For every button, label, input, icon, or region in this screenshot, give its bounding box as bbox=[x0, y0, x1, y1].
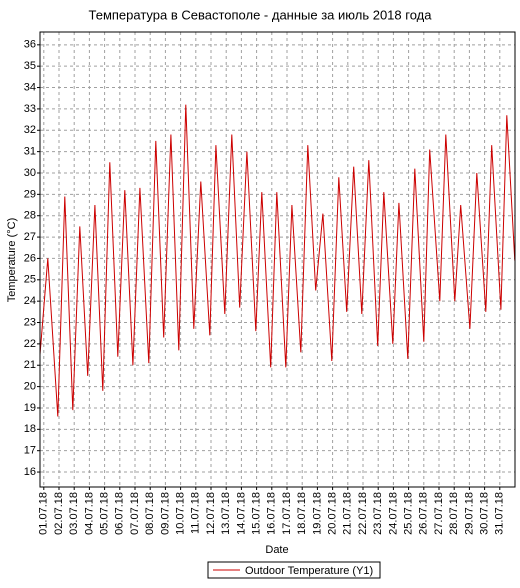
x-tick-label: 12.07.18 bbox=[205, 492, 217, 535]
x-tick-label: 14.07.18 bbox=[235, 492, 247, 535]
x-tick-label: 13.07.18 bbox=[220, 492, 232, 535]
x-tick-label: 07.07.18 bbox=[129, 492, 141, 535]
y-tick-label: 19 bbox=[24, 402, 36, 414]
plot-area bbox=[39, 31, 516, 488]
x-tick-label: 16.07.18 bbox=[266, 492, 278, 535]
y-tick-label: 36 bbox=[24, 39, 36, 51]
x-tick-label: 18.07.18 bbox=[296, 492, 308, 535]
legend-label: Outdoor Temperature (Y1) bbox=[245, 565, 373, 577]
x-tick-label: 23.07.18 bbox=[372, 492, 384, 535]
x-tick-label: 02.07.18 bbox=[53, 492, 65, 535]
legend-box bbox=[207, 561, 381, 579]
x-tick-label: 20.07.18 bbox=[327, 492, 339, 535]
plot-frame bbox=[39, 31, 516, 488]
x-tick-label: 31.07.18 bbox=[494, 492, 506, 535]
y-tick-label: 33 bbox=[24, 103, 36, 115]
y-tick-label: 27 bbox=[24, 231, 36, 243]
x-tick-label: 28.07.18 bbox=[448, 492, 460, 535]
y-tick-label: 29 bbox=[24, 188, 36, 200]
data-line bbox=[39, 104, 516, 417]
y-tick-label: 16 bbox=[24, 466, 36, 478]
x-tick-label: 06.07.18 bbox=[114, 492, 126, 535]
x-tick-label: 26.07.18 bbox=[418, 492, 430, 535]
y-tick-label: 31 bbox=[24, 146, 36, 158]
y-axis-label: Temperature (°C) bbox=[6, 218, 18, 302]
y-tick-label: 28 bbox=[24, 210, 36, 222]
y-tick-label: 18 bbox=[24, 423, 36, 435]
y-tick-label: 17 bbox=[24, 445, 36, 457]
x-tick-label: 11.07.18 bbox=[190, 492, 202, 534]
y-tick-label: 24 bbox=[24, 295, 36, 307]
x-tick-label: 05.07.18 bbox=[99, 492, 111, 535]
y-tick-label: 35 bbox=[24, 60, 36, 72]
y-tick-label: 23 bbox=[24, 316, 36, 328]
x-tick-label: 21.07.18 bbox=[342, 492, 354, 535]
x-tick-label: 29.07.18 bbox=[463, 492, 475, 535]
x-tick-label: 01.07.18 bbox=[38, 492, 50, 535]
x-tick-label: 08.07.18 bbox=[144, 492, 156, 535]
y-tick-label: 20 bbox=[24, 381, 36, 393]
x-tick-label: 09.07.18 bbox=[159, 492, 171, 535]
x-tick-label: 17.07.18 bbox=[281, 492, 293, 535]
x-tick-label: 30.07.18 bbox=[479, 492, 491, 535]
x-axis-label: Date bbox=[265, 544, 288, 556]
y-tick-label: 32 bbox=[24, 124, 36, 136]
x-tick-label: 15.07.18 bbox=[251, 492, 263, 535]
x-tick-label: 22.07.18 bbox=[357, 492, 369, 535]
y-tick-label: 26 bbox=[24, 252, 36, 264]
x-tick-label: 27.07.18 bbox=[433, 492, 445, 535]
x-tick-label: 03.07.18 bbox=[68, 492, 80, 535]
x-tick-label: 04.07.18 bbox=[83, 492, 95, 535]
x-tick-label: 25.07.18 bbox=[403, 492, 415, 535]
x-tick-label: 10.07.18 bbox=[175, 492, 187, 535]
y-tick-label: 30 bbox=[24, 167, 36, 179]
x-tick-label: 19.07.18 bbox=[311, 492, 323, 535]
chart-title: Температура в Севастополе - данные за ию… bbox=[89, 7, 433, 22]
y-tick-label: 22 bbox=[24, 338, 36, 350]
x-tick-label: 24.07.18 bbox=[387, 492, 399, 535]
y-tick-label: 34 bbox=[24, 81, 36, 93]
y-tick-label: 25 bbox=[24, 274, 36, 286]
y-tick-label: 21 bbox=[24, 359, 36, 371]
